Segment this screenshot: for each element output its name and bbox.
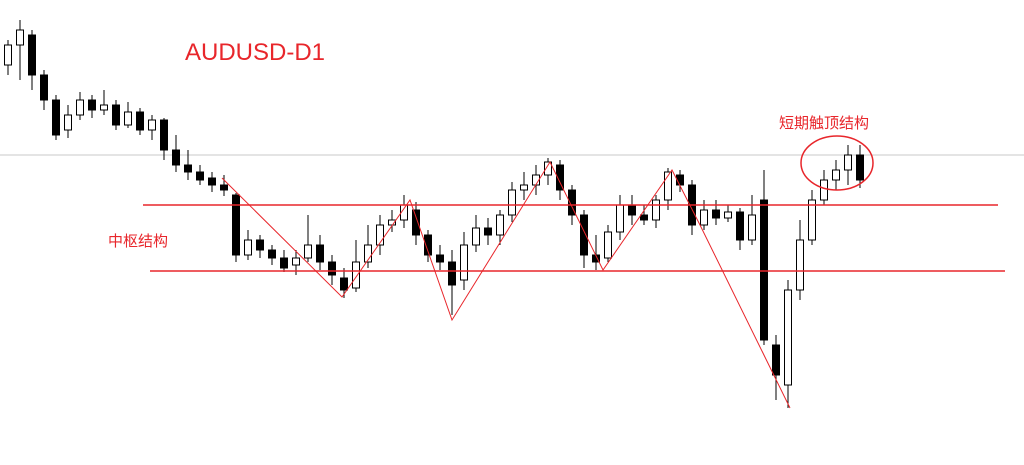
candle-body [40,74,48,101]
candle-body [784,289,792,386]
candle-body [412,209,420,236]
candle-body [556,164,564,191]
candle-body [448,261,456,286]
candle-body [88,99,96,111]
candle-body [568,189,576,216]
candle-body [772,344,780,376]
candle-body [856,154,864,181]
candle-body [580,214,588,256]
candle-body [220,184,228,191]
candle-body [364,244,372,263]
candle-body [484,227,492,236]
candle-body [28,34,36,76]
candle-body [796,239,804,291]
candle-body [376,224,384,246]
candle-body [232,194,240,256]
candle-body [736,211,744,241]
chart-title: AUDUSD-D1 [185,39,325,66]
candle-body [808,199,816,241]
candle-body [280,257,288,269]
candle-body [328,261,336,276]
candle-body [460,244,468,281]
candle-body [76,99,84,116]
candle-body [640,214,648,221]
candle-body [148,119,156,131]
candle-body [244,239,252,256]
candle-body [292,257,300,266]
candle-body [112,104,120,126]
candle-body [52,99,60,136]
candle-body [616,204,624,233]
candle-body [820,179,828,201]
candle-body [544,161,552,176]
candle-body [520,184,528,191]
candle-body [208,177,216,186]
candle-body [724,211,732,219]
candle-body [304,244,312,259]
candle-body [472,227,480,246]
annotation: 中枢结构 [108,233,168,250]
candle-body [712,209,720,219]
candle-body [508,189,516,216]
candle-body [352,261,360,289]
candle-body [316,244,324,263]
candle-body [100,104,108,111]
candle-body [424,234,432,256]
candle-body [4,44,12,66]
candle-body [652,199,660,221]
candle-body [256,239,264,251]
annotation: 短期触顶结构 [779,115,869,132]
candle-body [844,154,852,171]
candle-body [268,249,276,259]
candle-body [136,111,144,131]
candle-body [832,169,840,181]
candle-body [628,204,636,216]
candle-body [340,277,348,291]
candle-body [436,254,444,263]
candle-body [184,164,192,173]
candle-body [16,29,24,46]
candle-body [196,171,204,181]
candle-body [172,149,180,166]
candle-body [760,199,768,341]
candle-body [124,111,132,126]
candle-body [160,119,168,151]
candle-body [700,209,708,226]
top-circle [800,135,874,191]
zigzag [221,160,791,409]
candle-body [604,231,612,259]
candle-body [64,114,72,131]
candle-body [748,214,756,241]
candle-body [664,171,672,201]
candles [4,20,864,408]
candle-body [496,214,504,236]
